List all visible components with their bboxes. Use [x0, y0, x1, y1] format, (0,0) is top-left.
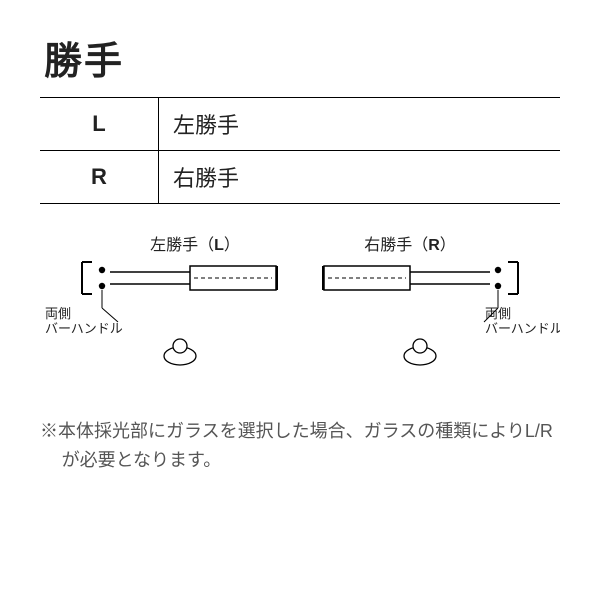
diagram-right-title-pre: 右勝手（ [364, 236, 428, 254]
diagram-left-title-post: ） [224, 236, 240, 254]
label-cell: 右勝手 [159, 151, 561, 204]
svg-text:右勝手（R）: 右勝手（R） [364, 236, 456, 254]
table-row: L 左勝手 [40, 98, 560, 151]
table-row: R 右勝手 [40, 151, 560, 204]
diagram-left-title-pre: 左勝手（ [150, 236, 214, 254]
svg-text:両側 バーハンドル: 両側 バーハンドル [485, 306, 560, 336]
page-title: 勝手 [44, 30, 560, 85]
diagram-left-side-l2: バーハンドル [45, 321, 123, 336]
diagram-right-side-l2: バーハンドル [485, 321, 560, 336]
footnote-line2: が必要となります。 [40, 446, 560, 475]
label-cell: 左勝手 [159, 98, 561, 151]
diagram-right-title-post: ） [440, 236, 456, 254]
code-cell: L [40, 98, 159, 151]
footnote-line1: ※本体採光部にガラスを選択した場合、ガラスの種類によりL/R [40, 421, 553, 441]
code-cell: R [40, 151, 159, 204]
footnote: ※本体採光部にガラスを選択した場合、ガラスの種類によりL/R が必要となります。 [40, 417, 560, 475]
orientation-diagram: 左勝手（L） 両側 バーハンドル [40, 232, 560, 397]
spec-table: L 左勝手 R 右勝手 [40, 97, 560, 204]
diagram-left-title-bold: L [214, 237, 224, 254]
diagram-right-title-bold: R [428, 237, 440, 254]
svg-text:両側 バーハンドル: 両側 バーハンドル [45, 306, 123, 336]
svg-text:左勝手（L）: 左勝手（L） [150, 236, 240, 254]
diagram-left-side-l1: 両側 [45, 306, 71, 321]
